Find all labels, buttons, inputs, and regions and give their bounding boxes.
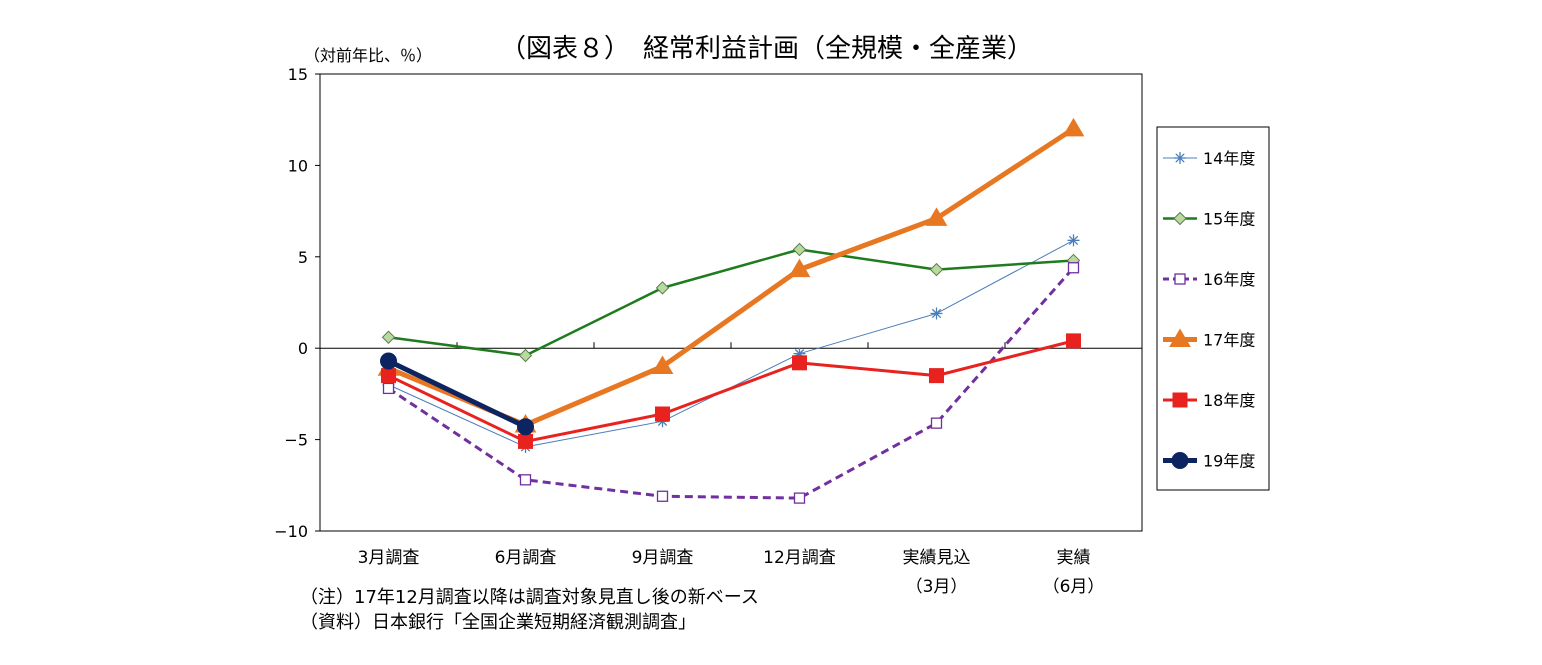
x-category-label: 実績 [1057, 548, 1091, 568]
legend-label: 19年度 [1203, 452, 1255, 471]
y-axis-unit-label: （対前年比、％） [304, 46, 432, 65]
data-point [930, 307, 943, 320]
data-point [517, 418, 534, 436]
legend-marker [1173, 211, 1187, 226]
y-tick-label: 0 [298, 339, 308, 358]
data-point [793, 492, 806, 504]
data-point [925, 207, 948, 226]
legend-label: 16年度 [1203, 270, 1255, 289]
series-5 [381, 333, 1081, 449]
data-point [1062, 117, 1085, 137]
y-tick-label: 5 [298, 248, 308, 267]
legend-label: 14年度 [1203, 149, 1255, 168]
chart-title: （図表８） 経常利益計画（全規模・全産業） [500, 34, 1033, 64]
data-point [929, 262, 944, 277]
legend-box [1156, 126, 1270, 491]
legend-marker [1169, 328, 1191, 347]
data-point [1067, 262, 1080, 274]
x-category-label: 12月調査 [763, 548, 836, 568]
x-category-label: 9月調査 [632, 548, 694, 568]
data-point [930, 417, 943, 429]
data-point [656, 490, 669, 502]
data-point [381, 368, 396, 384]
data-point [792, 242, 807, 257]
legend-label: 17年度 [1203, 331, 1255, 350]
x-category-label: 6月調査 [495, 548, 557, 568]
y-tick-label: −10 [274, 522, 308, 541]
x-category-sublabel: （6月） [1043, 577, 1105, 597]
legend-label: 15年度 [1203, 210, 1255, 229]
plot-area [319, 73, 1143, 532]
data-point [788, 258, 811, 278]
data-point [929, 368, 944, 384]
legend-marker [1174, 273, 1186, 285]
series-line [388, 248, 1074, 357]
data-point [1067, 234, 1080, 247]
series-line [387, 339, 1074, 443]
y-tick-label: 15 [288, 65, 308, 84]
legend-label: 18年度 [1203, 391, 1255, 410]
source-text: （資料）日本銀行「全国企業短期経済観測調査」 [300, 612, 696, 633]
series-line [387, 266, 1075, 500]
data-point [519, 474, 532, 486]
x-category-label: 実績見込 [903, 548, 971, 568]
data-point [518, 348, 533, 363]
series-6 [380, 352, 534, 436]
data-point [655, 281, 670, 295]
data-point [792, 355, 807, 371]
data-point [1066, 333, 1081, 349]
data-point [651, 355, 674, 374]
data-point [655, 406, 670, 422]
x-category-label: 3月調査 [358, 548, 420, 568]
y-tick-label: −5 [284, 431, 308, 450]
legend-marker [1174, 152, 1186, 164]
data-point [381, 330, 396, 344]
series-line [387, 358, 527, 430]
x-category-sublabel: （3月） [906, 577, 968, 597]
series-3 [382, 262, 1080, 504]
data-point [382, 382, 395, 395]
series-2 [381, 242, 1081, 363]
y-tick-label: 10 [288, 156, 308, 175]
legend-marker [1172, 392, 1188, 408]
data-point [380, 352, 397, 370]
note-text: （注）17年12月調査以降は調査対象見直し後の新ベース [300, 587, 759, 608]
legend-marker [1171, 452, 1189, 469]
data-point [518, 433, 533, 449]
